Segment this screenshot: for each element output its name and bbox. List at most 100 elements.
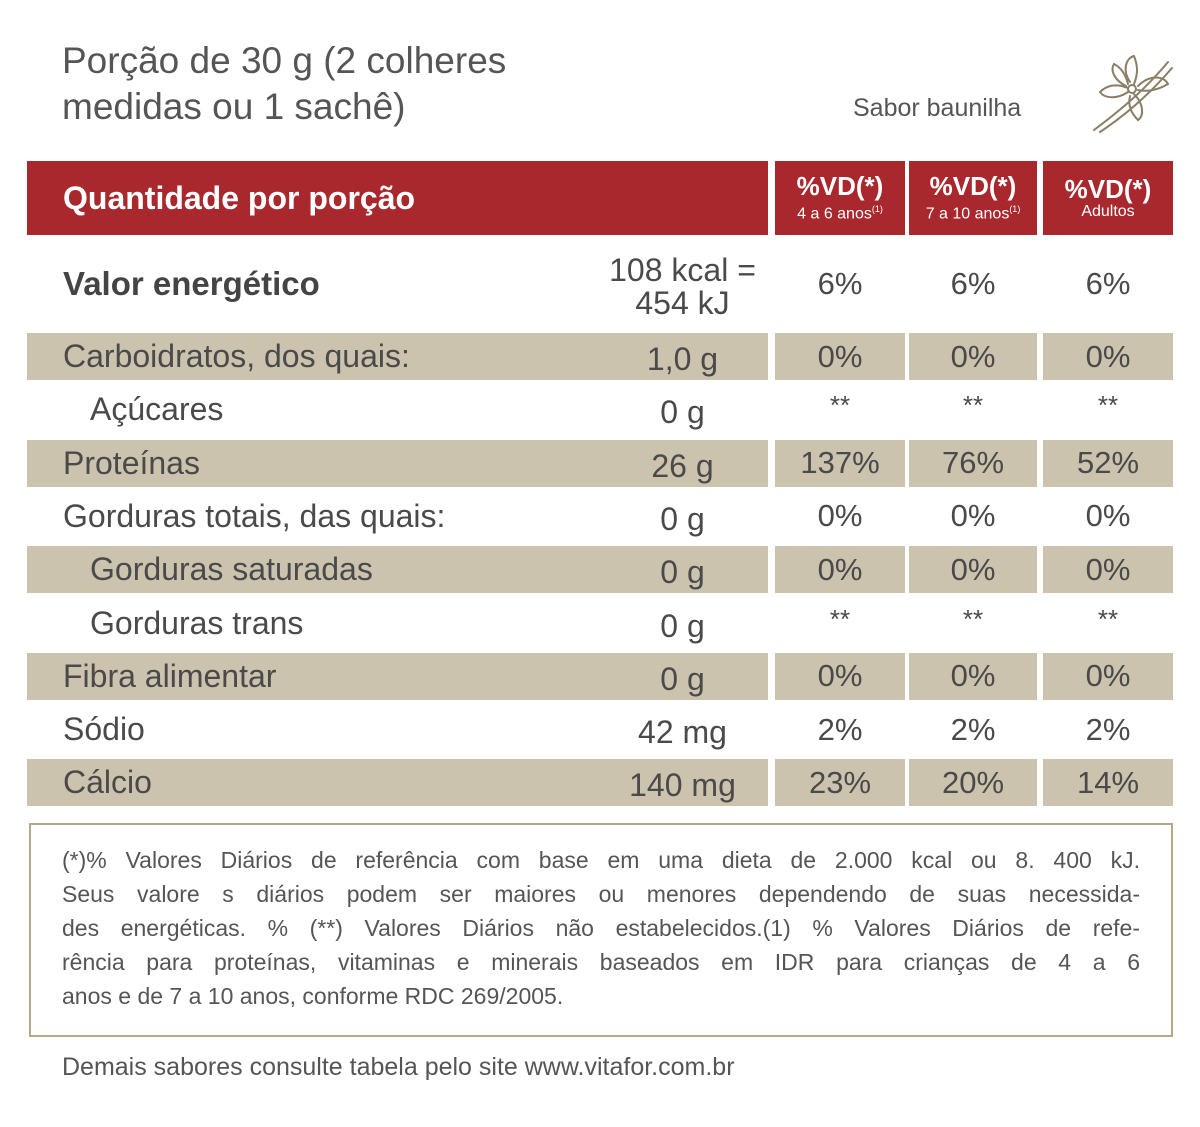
row-dv: 0%: [1043, 546, 1173, 594]
row-dv: 6%: [775, 240, 905, 328]
dv-value: 0%: [1085, 498, 1131, 534]
row-name: Fibra alimentar: [27, 652, 597, 700]
footnote-line: Seus valore s diários podem ser maiores …: [62, 881, 1140, 907]
row-dv: 2%: [775, 706, 905, 753]
nutrient: Cálcio: [63, 764, 152, 801]
dv-value: 52%: [1076, 445, 1140, 481]
dv-value: 2%: [1085, 711, 1131, 747]
row-dv: **: [909, 386, 1037, 433]
dv-value: 0%: [1085, 551, 1131, 587]
header-cell: %VD(*) 7 a 10 anos(1): [909, 161, 1037, 235]
nutrient: Carboidratos, dos quais:: [63, 338, 410, 374]
vanilla-icon: [1093, 54, 1173, 133]
row-dv: 137%: [775, 439, 905, 487]
row-dv: 6%: [1043, 240, 1173, 328]
amount: 0 g: [660, 607, 705, 644]
row-dv: 0%: [909, 493, 1037, 540]
dv-value: 0%: [817, 338, 863, 374]
dv-value: 0%: [817, 658, 863, 694]
dv-value: 6%: [950, 266, 996, 301]
row-name: Sódio: [27, 706, 597, 753]
row-dv: **: [909, 600, 1037, 647]
nutrient: Açúcares: [90, 391, 224, 428]
flavor: Sabor baunilha: [853, 94, 1022, 122]
footer: Demais sabores consulte tabela pelo site…: [62, 1053, 735, 1081]
dv-note: (1): [871, 204, 883, 215]
row-amount: 140 mg: [597, 759, 768, 807]
header-cell: %VD(*) Adultos: [1043, 161, 1173, 235]
dv-value: 76%: [941, 445, 1005, 481]
nutrient: Valor energético: [63, 265, 320, 302]
nutrient: Fibra alimentar: [63, 657, 277, 694]
row-dv: 0%: [909, 546, 1037, 594]
row-dv: 0%: [775, 493, 905, 540]
dv-value: 0%: [950, 498, 996, 534]
row-dv: 20%: [909, 759, 1037, 807]
footnote-box: [29, 823, 1173, 1037]
footnote-line: rência para proteínas, vitaminas e miner…: [62, 949, 1140, 975]
dv-title: %VD(*): [929, 171, 1017, 202]
amount: 0 g: [660, 394, 705, 431]
dv-value: **: [829, 390, 851, 421]
footnote-line: anos e de 7 a 10 anos, conforme RDC 269/…: [62, 983, 564, 1009]
dv-value: 23%: [808, 764, 872, 800]
dv-value: 2%: [950, 711, 996, 747]
nutrient: Proteínas: [63, 444, 200, 481]
dv-value: **: [1097, 603, 1119, 634]
row-name: Gorduras totais, das quais:: [27, 493, 597, 540]
dv-value: 0%: [817, 551, 863, 587]
amount: 0 g: [660, 660, 705, 697]
dv-subtitle-text: 4 a 6 anos: [797, 205, 872, 223]
dv-title: %VD(*): [1064, 174, 1152, 204]
row-name: Cálcio: [27, 759, 597, 807]
title: Porção de 30 g (2 colheres medidas ou 1 s…: [62, 38, 506, 130]
footnote-line: des energéticas. % (**) Valores Diários …: [62, 915, 1140, 941]
dv-value: 20%: [941, 764, 1005, 800]
title-line: medidas ou 1 sachê): [62, 86, 406, 127]
row-amount: 42 mg: [597, 706, 768, 753]
nutrient: Gorduras saturadas: [90, 551, 373, 588]
nutrient: Gorduras totais, das quais:: [63, 497, 446, 534]
amount: 1,0 g: [646, 341, 719, 377]
dv-subtitle: 4 a 6 anos(1): [797, 200, 883, 223]
dv-value: 0%: [817, 498, 863, 534]
row-dv: 2%: [909, 706, 1037, 753]
row-amount: 0 g: [597, 652, 768, 700]
row-dv: 0%: [775, 652, 905, 700]
row-dv: 0%: [1043, 493, 1173, 540]
row-dv: 23%: [775, 759, 905, 807]
dv-value: 137%: [800, 445, 880, 481]
dv-value: 6%: [1085, 266, 1131, 301]
row-dv: 6%: [909, 240, 1037, 328]
row-amount: 0 g: [597, 493, 768, 540]
row-dv: 2%: [1043, 706, 1173, 753]
row-dv: **: [1043, 386, 1173, 433]
row-dv: 52%: [1043, 439, 1173, 487]
dv-value: 0%: [950, 551, 996, 587]
dv-value: 0%: [950, 658, 996, 694]
row-dv: **: [775, 386, 905, 433]
dv-value: **: [1097, 390, 1119, 421]
row-dv: 76%: [909, 439, 1037, 487]
row-name: Valor energético: [27, 240, 597, 328]
amount: 26 g: [651, 447, 714, 484]
title-line: Porção de 30 g (2 colheres: [62, 40, 507, 81]
dv-value: **: [962, 603, 984, 634]
row-amount: 0 g: [597, 600, 768, 647]
row-amount: 108 kcal = 454 kJ: [597, 240, 768, 328]
dv-value: 6%: [817, 266, 863, 301]
row-amount: 26 g: [597, 439, 768, 487]
row-name: Gorduras saturadas: [27, 546, 597, 594]
dv-subtitle: Adultos: [1081, 203, 1134, 221]
dv-value: 0%: [1085, 338, 1131, 374]
row-name: Proteínas: [27, 439, 597, 487]
row-dv: 0%: [1043, 652, 1173, 700]
row-dv: 14%: [1043, 759, 1173, 807]
dv-value: **: [962, 390, 984, 421]
dv-subtitle: 7 a 10 anos(1): [926, 200, 1021, 223]
dv-subtitle-text: Adultos: [1081, 203, 1135, 220]
row-dv: 0%: [1043, 333, 1173, 380]
dv-value: 2%: [817, 711, 863, 747]
row-dv: **: [1043, 600, 1173, 647]
amount: 140 mg: [629, 767, 736, 804]
